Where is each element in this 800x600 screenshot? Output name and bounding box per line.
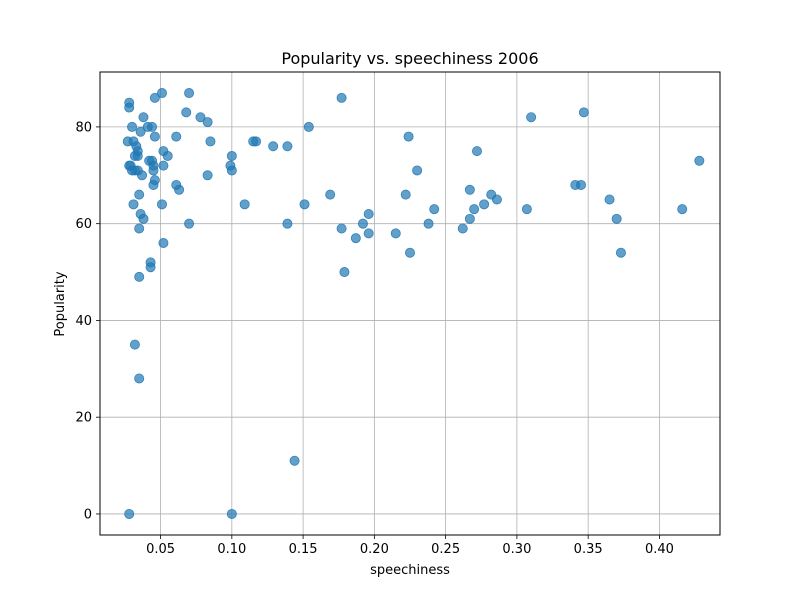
scatter-point	[134, 223, 145, 234]
x-tick-label: 0.30	[502, 542, 531, 557]
scatter-point	[363, 208, 374, 219]
scatter-point	[202, 117, 213, 128]
scatter-point	[226, 508, 237, 519]
x-tick-label: 0.05	[146, 542, 175, 557]
scatter-point	[339, 267, 350, 278]
scatter-point	[147, 121, 158, 132]
scatter-point	[325, 189, 336, 200]
scatter-point	[148, 165, 159, 176]
grid	[100, 72, 720, 535]
x-tick-label: 0.35	[574, 542, 603, 557]
x-axis-label: speechiness	[370, 563, 450, 578]
scatter-point	[576, 179, 587, 190]
x-tick-label: 0.15	[289, 542, 318, 557]
scatter-point	[149, 175, 160, 186]
x-axis: 0.05 0.10 0.15 0.20 0.25 0.30 0.35 0.40	[146, 535, 674, 557]
scatter-point	[127, 121, 138, 132]
scatter-point	[363, 228, 374, 239]
scatter-point	[195, 112, 206, 123]
scatter-point	[124, 102, 135, 113]
y-tick-label: 60	[75, 217, 92, 232]
x-tick-label: 0.20	[360, 542, 389, 557]
scatter-point	[137, 170, 148, 181]
scatter-point	[282, 218, 293, 229]
scatter-point	[135, 126, 146, 137]
y-axis-label: Popularity	[53, 271, 68, 336]
scatter-point	[611, 213, 622, 224]
scatter-point	[404, 247, 415, 258]
scatter-point	[469, 204, 480, 215]
scatter-point	[226, 150, 237, 161]
scatter-point	[158, 160, 169, 171]
scatter-point	[526, 112, 537, 123]
scatter-point	[251, 136, 262, 147]
scatter-point	[145, 262, 156, 273]
scatter-point	[479, 199, 490, 210]
scatter-point	[128, 199, 139, 210]
scatter-point	[174, 184, 185, 195]
scatter-point	[464, 184, 475, 195]
scatter-point	[429, 204, 440, 215]
scatter-point	[138, 112, 149, 123]
y-tick-label: 80	[75, 120, 92, 135]
scatter-point	[457, 223, 468, 234]
scatter-point	[604, 194, 615, 205]
scatter-point	[156, 199, 167, 210]
x-tick-label: 0.25	[431, 542, 460, 557]
scatter-point	[694, 155, 705, 166]
scatter-point	[403, 131, 414, 142]
scatter-point	[491, 194, 502, 205]
scatter-point	[156, 88, 167, 99]
scatter-point	[677, 204, 688, 215]
y-tick-label: 40	[75, 314, 92, 329]
scatter-point	[268, 141, 279, 152]
scatter-point	[184, 218, 195, 229]
scatter-point	[171, 131, 182, 142]
y-tick-label: 0	[84, 507, 92, 522]
scatter-point	[124, 508, 135, 519]
scatter-point	[239, 199, 250, 210]
scatter-point	[412, 165, 423, 176]
y-axis: 0 20 40 60 80	[75, 120, 100, 522]
scatter-point	[615, 247, 626, 258]
scatter-point	[138, 213, 149, 224]
scatter-point	[423, 218, 434, 229]
scatter-point	[289, 455, 300, 466]
scatter-point	[132, 150, 143, 161]
scatter-point	[158, 238, 169, 249]
plot-area-frame	[99, 71, 721, 536]
x-tick-label: 0.40	[645, 542, 674, 557]
scatter-point	[149, 131, 160, 142]
scatter-point	[184, 88, 195, 99]
scatter-point	[400, 189, 411, 200]
scatter-point	[129, 339, 140, 350]
scatter-point	[205, 136, 216, 147]
scatter-point	[181, 107, 192, 118]
scatter-point	[134, 189, 145, 200]
scatter-point	[578, 107, 589, 118]
scatter-point	[282, 141, 293, 152]
scatter-point	[299, 199, 310, 210]
scatter-point	[149, 92, 160, 103]
scatter-point	[357, 218, 368, 229]
scatter-point	[390, 228, 401, 239]
scatter-point	[134, 271, 145, 282]
scatter-point	[226, 165, 237, 176]
scatter-point	[336, 223, 347, 234]
chart-title: Popularity vs. speechiness 2006	[281, 49, 538, 68]
y-tick-label: 20	[75, 411, 92, 426]
scatter-point	[350, 233, 361, 244]
scatter-point	[303, 121, 314, 132]
scatter-point	[521, 204, 532, 215]
x-tick-label: 0.10	[217, 542, 246, 557]
scatter-point	[464, 213, 475, 224]
data-points	[122, 88, 705, 519]
scatter-point	[162, 150, 173, 161]
scatter-point	[134, 373, 145, 384]
scatter-point	[471, 146, 482, 157]
scatter-point	[336, 92, 347, 103]
scatter-point	[202, 170, 213, 181]
